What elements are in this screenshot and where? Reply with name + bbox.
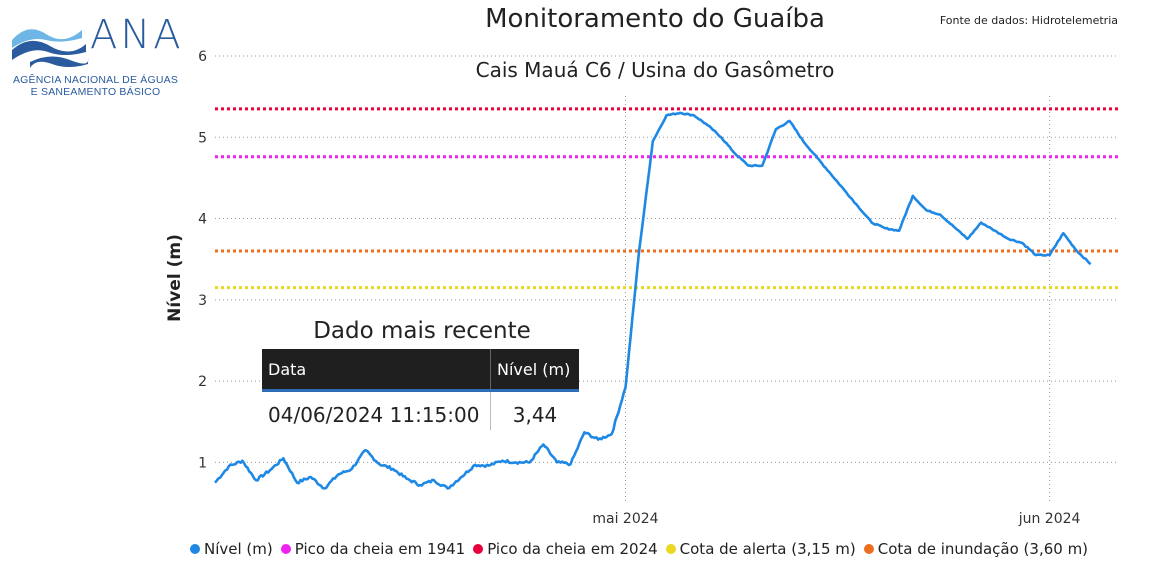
chart-title: Monitoramento do Guaíba — [485, 4, 825, 34]
recent-level-value: 3,44 — [512, 403, 558, 427]
y-tick-label: 1 — [198, 455, 207, 471]
reference-lines — [215, 107, 1118, 290]
legend-marker — [863, 544, 874, 554]
logo-subtitle: AGÊNCIA NACIONAL DE ÁGUAS E SANEAMENTO B… — [8, 74, 183, 98]
axis-ticks: 1 2 3 4 5 6 mai 2024 jun 2024 — [198, 49, 1080, 527]
legend-item[interactable]: Pico da cheia em 2024 — [473, 540, 658, 558]
y-tick-label: 4 — [198, 212, 207, 228]
recent-data-table: Data Nível (m) 04/06/2024 11:15:00 3,44 — [262, 349, 579, 430]
table-row: 04/06/2024 11:15:00 3,44 — [262, 390, 579, 430]
column-header-level: Nível (m) — [490, 349, 579, 392]
table-header-row: Data Nível (m) — [262, 349, 579, 392]
y-tick-label: 2 — [198, 374, 207, 390]
series-layer — [214, 111, 1092, 490]
logo-line-2: E SANEAMENTO BÁSICO — [30, 86, 161, 98]
y-tick-label: 6 — [198, 49, 207, 65]
chart-subtitle: Cais Mauá C6 / Usina do Gasômetro — [475, 58, 835, 82]
legend-label: Nível (m) — [204, 540, 273, 558]
data-source: Fonte de dados: Hidrotelemetria — [939, 14, 1118, 27]
x-tick-label: jun 2024 — [1018, 511, 1081, 527]
logo-line-1: AGÊNCIA NACIONAL DE ÁGUAS — [12, 74, 179, 86]
grid-lines — [215, 55, 1118, 503]
legend-label: Pico da cheia em 2024 — [487, 540, 658, 558]
legend-marker — [280, 544, 291, 554]
legend-marker — [190, 544, 200, 554]
legend-item[interactable]: Nível (m) — [190, 540, 273, 558]
legend-label: Pico da cheia em 1941 — [294, 540, 466, 558]
column-header-date: Data — [262, 349, 491, 392]
legend-label: Cota de inundação (3,60 m) — [877, 540, 1089, 558]
logo-waves — [12, 29, 89, 68]
y-axis-label: Nível (m) — [165, 234, 185, 322]
legend-item[interactable]: Pico da cheia em 1941 — [280, 540, 466, 558]
x-tick-label: mai 2024 — [592, 511, 658, 527]
series-line-nivel — [214, 111, 1092, 490]
logo-name: ANA — [90, 12, 184, 58]
y-tick-label: 3 — [198, 293, 207, 309]
y-tick-label: 5 — [198, 130, 207, 146]
recent-data-title: Dado mais recente — [313, 318, 531, 344]
recent-date-value: 04/06/2024 11:15:00 — [262, 390, 491, 430]
legend-marker — [665, 544, 676, 554]
chart-legend: Nível (m) Pico da cheia em 1941 Pico da ch… — [190, 540, 1096, 558]
legend-item[interactable]: Cota de inundação (3,60 m) — [863, 540, 1089, 558]
legend-item[interactable]: Cota de alerta (3,15 m) — [665, 540, 856, 558]
legend-label: Cota de alerta (3,15 m) — [679, 540, 856, 558]
legend-marker — [473, 544, 484, 554]
